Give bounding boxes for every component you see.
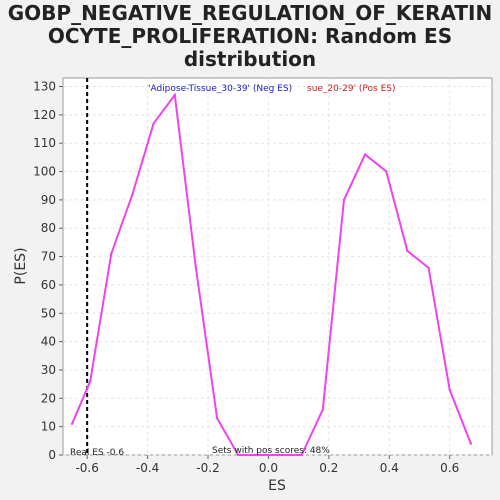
plot-area bbox=[62, 77, 493, 456]
data-point bbox=[469, 442, 473, 445]
y-axis-label: P(ES) bbox=[13, 247, 29, 284]
pos-scores-label: Sets with pos scores: 48% bbox=[212, 446, 330, 456]
y-axis-ticks: 0 10 20 30 40 50 60 70 80 90 100 110 120 130 bbox=[33, 80, 63, 462]
grid bbox=[63, 78, 492, 456]
y-tick-label: 10 bbox=[41, 420, 56, 434]
data-point bbox=[131, 193, 134, 196]
data-point bbox=[152, 122, 155, 125]
data-point bbox=[88, 380, 92, 383]
data-point bbox=[70, 422, 74, 426]
data-point bbox=[194, 266, 198, 270]
data-point bbox=[363, 153, 367, 156]
data-point bbox=[385, 170, 388, 173]
y-tick-label: 30 bbox=[41, 363, 56, 377]
data-point bbox=[321, 408, 325, 411]
chart-title-line-3: distribution bbox=[183, 47, 317, 71]
es-distribution-line bbox=[71, 92, 472, 456]
chart-title-line-2: OCYTE_PROLIFERATION: Random ES bbox=[47, 24, 453, 48]
chart-title-line-1: GOBP_NEGATIVE_REGULATION_OF_KERATIN bbox=[7, 1, 493, 25]
data-point bbox=[173, 93, 176, 97]
data-point bbox=[255, 453, 258, 457]
y-tick-label: 20 bbox=[41, 391, 56, 405]
x-tick-label: -0.4 bbox=[136, 461, 159, 475]
y-tick-label: 130 bbox=[33, 80, 56, 94]
data-points bbox=[70, 93, 473, 457]
y-tick-label: 100 bbox=[33, 165, 56, 179]
x-tick-label: 0.2 bbox=[319, 461, 338, 475]
data-point bbox=[448, 388, 451, 392]
data-point bbox=[427, 266, 430, 270]
x-tick-label: 0.6 bbox=[440, 461, 459, 475]
chart-title: GOBP_NEGATIVE_REGULATION_OF_KERATIN OCYT… bbox=[0, 2, 500, 71]
data-point bbox=[110, 252, 113, 255]
real-es-label: Real ES -0.6 bbox=[70, 448, 124, 458]
data-point bbox=[342, 198, 346, 202]
y-tick-label: 0 bbox=[48, 448, 56, 462]
y-tick-label: 70 bbox=[41, 250, 56, 264]
y-tick-label: 60 bbox=[41, 278, 56, 292]
data-point bbox=[276, 453, 279, 457]
y-tick-label: 80 bbox=[41, 221, 56, 235]
y-tick-label: 90 bbox=[41, 193, 56, 207]
data-point bbox=[406, 249, 409, 253]
y-tick-label: 40 bbox=[41, 335, 56, 349]
data-point bbox=[237, 453, 240, 457]
x-axis-ticks: -0.6 -0.4 -0.2 0.0 0.2 0.4 0.6 bbox=[75, 455, 459, 475]
y-tick-label: 120 bbox=[33, 108, 56, 122]
x-tick-label: 0.0 bbox=[259, 461, 278, 475]
neg-es-label: 'Adipose-Tissue_30-39' (Neg ES) bbox=[148, 84, 292, 94]
x-tick-label: 0.4 bbox=[380, 461, 399, 475]
pos-es-label: sue_20-29' (Pos ES) bbox=[307, 84, 396, 94]
y-tick-label: 50 bbox=[41, 306, 56, 320]
x-tick-label: -0.6 bbox=[75, 461, 98, 475]
data-point bbox=[215, 416, 219, 420]
x-axis-label: ES bbox=[268, 478, 286, 494]
y-tick-label: 110 bbox=[33, 136, 56, 150]
data-point bbox=[300, 453, 303, 457]
x-tick-label: -0.2 bbox=[196, 461, 219, 475]
